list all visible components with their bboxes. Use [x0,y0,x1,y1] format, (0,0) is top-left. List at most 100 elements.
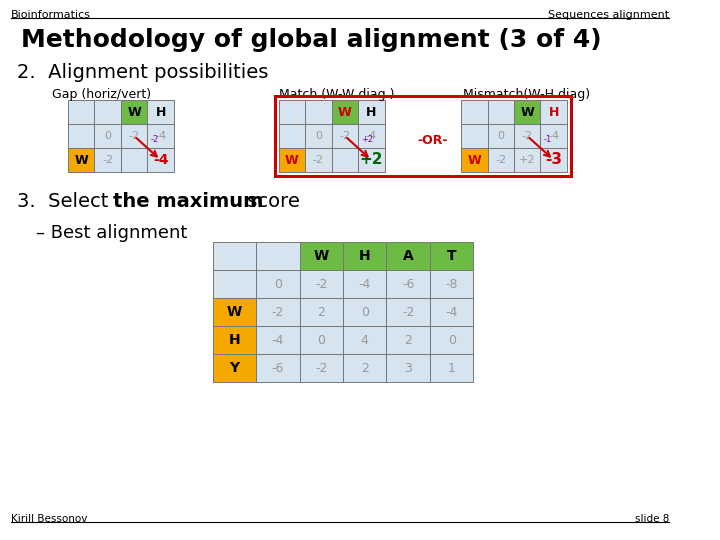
Bar [68,124,94,148]
Text: 4: 4 [361,334,369,347]
Text: +2: +2 [359,152,383,167]
Text: Match (W-W diag.): Match (W-W diag.) [279,88,395,101]
Text: -2: -2 [522,131,533,141]
Bar [94,124,121,148]
Text: A: A [402,249,413,263]
Text: -2: -2 [339,131,351,141]
Text: W: W [467,153,481,166]
Text: Mismatch(W-H diag): Mismatch(W-H diag) [463,88,590,101]
Text: -4: -4 [548,131,559,141]
Bar [212,354,256,382]
Text: -2: -2 [315,361,328,375]
Bar [68,100,94,124]
Bar [343,270,387,298]
Bar [387,242,430,270]
Text: W: W [521,105,534,118]
Text: -2: -2 [129,131,140,141]
Bar [487,124,514,148]
Bar [212,298,256,326]
Text: 0: 0 [498,131,504,141]
Bar [461,124,487,148]
Text: -2: -2 [150,135,158,144]
Bar [121,100,148,124]
Text: H: H [156,105,166,118]
Text: -4: -4 [153,153,168,167]
Text: H: H [549,105,559,118]
Text: -4: -4 [446,306,458,319]
Text: +2: +2 [519,155,536,165]
Bar [212,242,256,270]
Text: -4: -4 [271,334,284,347]
Bar [68,148,94,172]
Text: -2: -2 [315,278,328,291]
Text: 1: 1 [448,361,456,375]
Bar [541,148,567,172]
Text: -4: -4 [155,131,166,141]
Bar [430,298,473,326]
Bar [121,124,148,148]
Bar [358,124,384,148]
Bar [256,326,300,354]
Text: 2: 2 [404,334,412,347]
Text: H: H [228,333,240,347]
Text: -2: -2 [271,306,284,319]
Text: -2: -2 [102,155,113,165]
Text: slide 8: slide 8 [634,514,669,524]
Text: score: score [241,192,300,211]
Bar [387,326,430,354]
Text: -2: -2 [402,306,415,319]
Bar [300,326,343,354]
Text: Kirill Bessonov: Kirill Bessonov [12,514,88,524]
Bar [343,298,387,326]
Bar [256,298,300,326]
Text: +2: +2 [361,135,373,144]
Bar [358,148,384,172]
Bar [387,354,430,382]
Text: -6: -6 [402,278,415,291]
Bar [430,270,473,298]
Bar [514,100,541,124]
Text: Y: Y [229,361,239,375]
Bar [305,100,332,124]
Text: Bioinformatics: Bioinformatics [12,10,91,20]
Bar [487,148,514,172]
Text: W: W [74,153,88,166]
Text: W: W [338,105,352,118]
Text: Methodology of global alignment (3 of 4): Methodology of global alignment (3 of 4) [21,28,601,52]
Bar [94,100,121,124]
Bar [94,148,121,172]
Text: -2: -2 [495,155,506,165]
Text: 0: 0 [318,334,325,347]
Bar [430,242,473,270]
Bar [300,270,343,298]
Text: -6: -6 [271,361,284,375]
Text: -4: -4 [359,278,371,291]
Bar [305,124,332,148]
Text: -2: -2 [313,155,324,165]
Text: Gap (horiz/vert): Gap (horiz/vert) [52,88,151,101]
Bar [279,124,305,148]
Bar [279,148,305,172]
Bar [514,124,541,148]
Text: W: W [285,153,299,166]
Bar [541,124,567,148]
Text: -OR-: -OR- [418,133,448,146]
Bar [279,100,305,124]
Text: 2: 2 [318,306,325,319]
Text: 0: 0 [104,131,111,141]
Bar [541,100,567,124]
Bar [212,326,256,354]
Bar [461,100,487,124]
Bar [387,270,430,298]
Text: T: T [447,249,456,263]
Bar [256,354,300,382]
Text: 0: 0 [274,278,282,291]
Text: H: H [366,105,377,118]
Text: W: W [314,249,329,263]
Bar [121,148,148,172]
Text: Sequences alignment: Sequences alignment [548,10,669,20]
Bar [148,148,174,172]
Bar [275,96,571,176]
Bar [256,270,300,298]
Text: 3: 3 [404,361,412,375]
